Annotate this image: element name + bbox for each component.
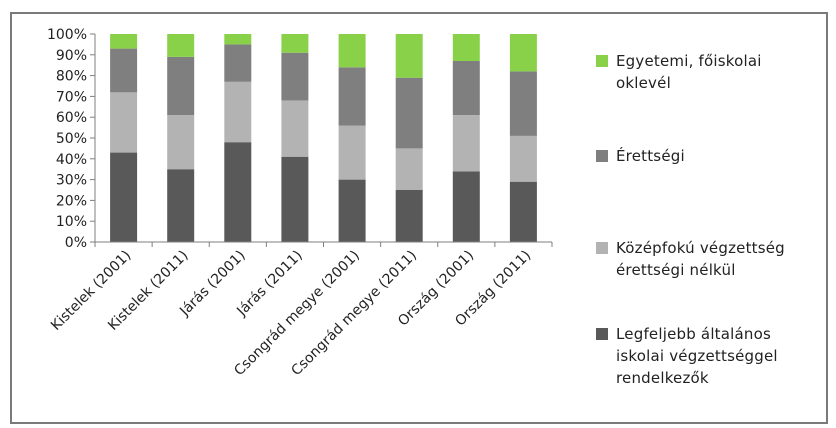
bar-segment-kozepfoku-4 bbox=[338, 125, 366, 180]
y-tick-label: 50% bbox=[56, 131, 87, 147]
bar-segment-erettsegi-0 bbox=[110, 48, 138, 93]
legend-item-erettsegi: Érettségi bbox=[596, 145, 821, 167]
y-tick-label: 80% bbox=[56, 69, 87, 85]
bar-segment-altalanos-1 bbox=[167, 169, 195, 242]
legend-label-line: Érettségi bbox=[616, 147, 685, 165]
bar-segment-kozepfoku-1 bbox=[167, 115, 195, 170]
legend-label-line: Egyetemi, főiskolai bbox=[616, 52, 762, 70]
bar-segment-kozepfoku-3 bbox=[281, 100, 309, 157]
y-tick-label: 0% bbox=[65, 235, 87, 251]
bar-segment-kozepfoku-6 bbox=[452, 115, 480, 172]
bar-segment-erettsegi-2 bbox=[224, 44, 252, 82]
legend-label: Egyetemi, főiskolai oklevél bbox=[616, 50, 821, 94]
y-tick-label: 100% bbox=[47, 27, 87, 43]
legend-label-line: oklevél bbox=[616, 74, 671, 92]
bar-segment-egyetemi-1 bbox=[167, 34, 195, 57]
bar-segment-erettsegi-6 bbox=[452, 61, 480, 116]
bar-segment-egyetemi-5 bbox=[395, 34, 423, 78]
y-tick-label: 40% bbox=[56, 152, 87, 168]
legend-label: Érettségi bbox=[616, 145, 821, 167]
bar-segment-kozepfoku-7 bbox=[509, 135, 537, 182]
legend-label-line: iskolai végzettséggel bbox=[616, 347, 778, 365]
bar-segment-altalanos-2 bbox=[224, 142, 252, 242]
bar-segment-kozepfoku-0 bbox=[110, 92, 138, 153]
bar-segment-erettsegi-3 bbox=[281, 52, 309, 101]
legend-swatch bbox=[596, 55, 608, 67]
legend-swatch bbox=[596, 150, 608, 162]
bar-segment-egyetemi-3 bbox=[281, 34, 309, 53]
y-tick-label: 20% bbox=[56, 193, 87, 209]
bar-segment-altalanos-4 bbox=[338, 179, 366, 242]
bar-segment-altalanos-6 bbox=[452, 171, 480, 242]
y-tick-label: 10% bbox=[56, 214, 87, 230]
legend-label-line: Középfokú végzettség bbox=[616, 239, 785, 257]
legend-label-line: Legfeljebb általános bbox=[616, 325, 772, 343]
bar-segment-egyetemi-0 bbox=[110, 34, 138, 49]
legend-swatch bbox=[596, 328, 608, 340]
bar-segment-altalanos-0 bbox=[110, 152, 138, 242]
legend-label: Középfokú végzettség érettségi nélkül bbox=[616, 237, 821, 281]
bar-segment-egyetemi-2 bbox=[224, 34, 252, 45]
x-axis: Kistelek (2001)Kistelek (2011)Járás (200… bbox=[48, 241, 553, 379]
bar-segment-egyetemi-4 bbox=[338, 34, 366, 68]
stacked-bar-chart: 0% 10% 20% 30% 40% 50% 60% 70% 80% 90% 100% Kistel… bbox=[47, 27, 553, 379]
legend-swatch bbox=[596, 242, 608, 254]
legend-label: Legfeljebb általános iskolai végzettségge… bbox=[616, 323, 821, 389]
legend-item-egyetemi: Egyetemi, főiskolai oklevél bbox=[596, 50, 821, 94]
y-tick-label: 60% bbox=[56, 110, 87, 126]
bar-segment-altalanos-3 bbox=[281, 156, 309, 242]
bar-segment-egyetemi-6 bbox=[452, 34, 480, 61]
bar-segment-erettsegi-1 bbox=[167, 56, 195, 116]
bar-segment-kozepfoku-5 bbox=[395, 148, 423, 190]
bar-segment-altalanos-5 bbox=[395, 190, 423, 242]
bar-segment-erettsegi-5 bbox=[395, 77, 423, 149]
legend-label-line: érettségi nélkül bbox=[616, 261, 736, 279]
bar-segment-erettsegi-4 bbox=[338, 67, 366, 126]
y-tick-label: 90% bbox=[56, 48, 87, 64]
legend-item-altalanos: Legfeljebb általános iskolai végzettségge… bbox=[596, 323, 821, 389]
bars-group bbox=[110, 34, 537, 242]
y-tick-label: 70% bbox=[56, 89, 87, 105]
legend: Egyetemi, főiskolai oklevél Érettségi Közép… bbox=[596, 30, 826, 410]
legend-item-kozepfoku: Középfokú végzettség érettségi nélkül bbox=[596, 237, 821, 281]
bar-segment-altalanos-7 bbox=[509, 181, 537, 242]
bar-segment-erettsegi-7 bbox=[509, 71, 537, 136]
y-axis: 0% 10% 20% 30% 40% 50% 60% 70% 80% 90% 100% bbox=[47, 27, 96, 251]
y-tick-label: 30% bbox=[56, 173, 87, 189]
bar-segment-egyetemi-7 bbox=[509, 34, 537, 72]
bar-segment-kozepfoku-2 bbox=[224, 81, 252, 143]
legend-label-line: rendelkezők bbox=[616, 369, 709, 387]
